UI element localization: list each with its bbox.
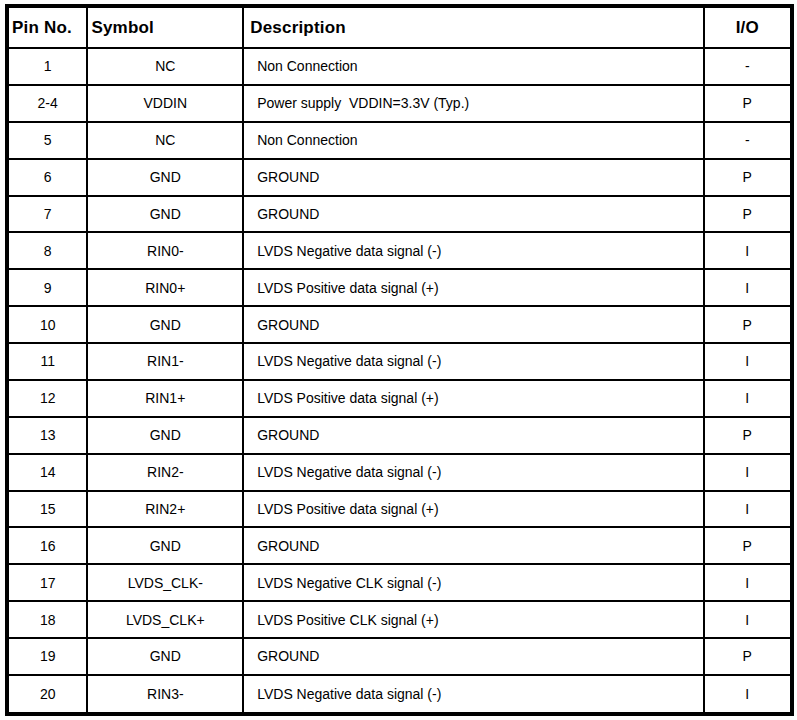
pin-cell: 10 (7, 306, 87, 343)
pin-cell: 11 (7, 343, 87, 380)
description-cell: LVDS Positive data signal (+) (243, 491, 703, 528)
io-cell: - (704, 122, 792, 159)
pin-cell: 15 (7, 491, 87, 528)
io-cell: I (704, 380, 792, 417)
description-cell: GROUND (243, 159, 703, 196)
description-cell: LVDS Positive CLK signal (+) (243, 601, 703, 638)
symbol-cell: GND (87, 417, 243, 454)
symbol-cell: GND (87, 159, 243, 196)
pin-cell: 17 (7, 564, 87, 601)
io-cell: P (704, 159, 792, 196)
description-cell: Power supply VDDIN=3.3V (Typ.) (243, 85, 703, 122)
io-cell: P (704, 527, 792, 564)
symbol-cell: RIN0- (87, 232, 243, 269)
symbol-cell: NC (87, 122, 243, 159)
description-cell: GROUND (243, 638, 703, 675)
io-cell: I (704, 454, 792, 491)
symbol-cell: RIN2+ (87, 491, 243, 528)
header-symbol: Symbol (87, 6, 243, 48)
symbol-cell: RIN1- (87, 343, 243, 380)
description-cell: Non Connection (243, 48, 703, 85)
description-cell: GROUND (243, 196, 703, 233)
description-cell: LVDS Negative data signal (-) (243, 232, 703, 269)
io-cell: - (704, 48, 792, 85)
pin-cell: 1 (7, 48, 87, 85)
table-row: 5 NC Non Connection - (7, 122, 792, 159)
io-cell: I (704, 269, 792, 306)
table-row: 16 GND GROUND P (7, 527, 792, 564)
symbol-cell: GND (87, 638, 243, 675)
table-row: 1 NC Non Connection - (7, 48, 792, 85)
io-cell: I (704, 232, 792, 269)
io-cell: P (704, 638, 792, 675)
pin-cell: 9 (7, 269, 87, 306)
io-cell: I (704, 491, 792, 528)
pin-cell: 20 (7, 675, 87, 714)
io-cell: I (704, 601, 792, 638)
symbol-cell: LVDS_CLK- (87, 564, 243, 601)
pin-description-table-container: Pin No. Symbol Description I/O 1 NC Non … (5, 4, 794, 716)
pin-cell: 7 (7, 196, 87, 233)
table-row: 9 RIN0+ LVDS Positive data signal (+) I (7, 269, 792, 306)
io-cell: I (704, 564, 792, 601)
description-cell: LVDS Negative data signal (-) (243, 343, 703, 380)
description-cell: LVDS Positive data signal (+) (243, 380, 703, 417)
table-header: Pin No. Symbol Description I/O (7, 6, 792, 48)
description-cell: Non Connection (243, 122, 703, 159)
pin-cell: 12 (7, 380, 87, 417)
symbol-cell: RIN3- (87, 675, 243, 714)
description-cell: GROUND (243, 527, 703, 564)
pin-cell: 8 (7, 232, 87, 269)
pin-cell: 13 (7, 417, 87, 454)
io-cell: P (704, 306, 792, 343)
table-row: 7 GND GROUND P (7, 196, 792, 233)
table-row: 20 RIN3- LVDS Negative data signal (-) I (7, 675, 792, 714)
description-cell: LVDS Negative data signal (-) (243, 454, 703, 491)
pin-cell: 5 (7, 122, 87, 159)
table-row: 19 GND GROUND P (7, 638, 792, 675)
symbol-cell: RIN1+ (87, 380, 243, 417)
symbol-cell: GND (87, 527, 243, 564)
symbol-cell: GND (87, 306, 243, 343)
pin-table-body: 1 NC Non Connection - 2-4 VDDIN Power su… (7, 48, 792, 714)
pin-cell: 16 (7, 527, 87, 564)
header-row: Pin No. Symbol Description I/O (7, 6, 792, 48)
pin-cell: 18 (7, 601, 87, 638)
header-description: Description (243, 6, 703, 48)
pin-cell: 19 (7, 638, 87, 675)
description-cell: LVDS Negative CLK signal (-) (243, 564, 703, 601)
table-row: 13 GND GROUND P (7, 417, 792, 454)
table-row: 18 LVDS_CLK+ LVDS Positive CLK signal (+… (7, 601, 792, 638)
symbol-cell: RIN0+ (87, 269, 243, 306)
symbol-cell: VDDIN (87, 85, 243, 122)
pin-cell: 2-4 (7, 85, 87, 122)
io-cell: P (704, 196, 792, 233)
table-row: 15 RIN2+ LVDS Positive data signal (+) I (7, 491, 792, 528)
io-cell: I (704, 675, 792, 714)
io-cell: I (704, 343, 792, 380)
symbol-cell: LVDS_CLK+ (87, 601, 243, 638)
symbol-cell: NC (87, 48, 243, 85)
io-cell: P (704, 85, 792, 122)
table-row: 11 RIN1- LVDS Negative data signal (-) I (7, 343, 792, 380)
io-cell: P (704, 417, 792, 454)
table-row: 14 RIN2- LVDS Negative data signal (-) I (7, 454, 792, 491)
table-row: 8 RIN0- LVDS Negative data signal (-) I (7, 232, 792, 269)
table-row: 17 LVDS_CLK- LVDS Negative CLK signal (-… (7, 564, 792, 601)
table-row: 6 GND GROUND P (7, 159, 792, 196)
table-row: 2-4 VDDIN Power supply VDDIN=3.3V (Typ.)… (7, 85, 792, 122)
pin-description-table: Pin No. Symbol Description I/O 1 NC Non … (5, 4, 794, 716)
description-cell: GROUND (243, 306, 703, 343)
description-cell: GROUND (243, 417, 703, 454)
symbol-cell: GND (87, 196, 243, 233)
table-row: 12 RIN1+ LVDS Positive data signal (+) I (7, 380, 792, 417)
pin-cell: 6 (7, 159, 87, 196)
description-cell: LVDS Positive data signal (+) (243, 269, 703, 306)
table-row: 10 GND GROUND P (7, 306, 792, 343)
description-cell: LVDS Negative data signal (-) (243, 675, 703, 714)
header-io: I/O (704, 6, 792, 48)
header-pin-no: Pin No. (7, 6, 87, 48)
pin-cell: 14 (7, 454, 87, 491)
symbol-cell: RIN2- (87, 454, 243, 491)
